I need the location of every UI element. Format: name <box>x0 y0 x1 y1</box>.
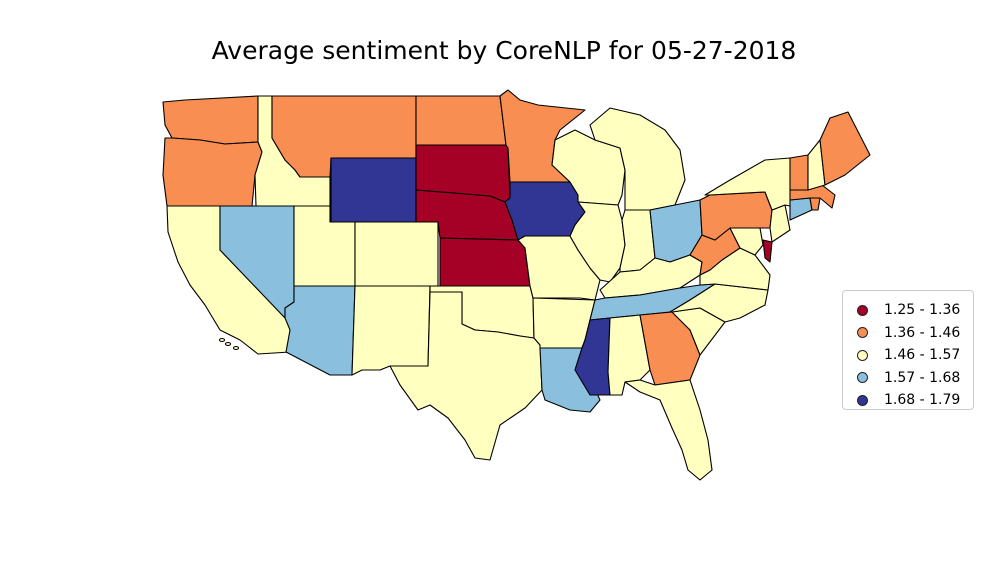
legend-label: 1.36 - 1.46 <box>884 324 961 341</box>
legend-swatch <box>857 349 868 361</box>
legend-label: 1.25 - 1.36 <box>884 302 961 319</box>
legend: 1.25 - 1.36 1.36 - 1.46 1.46 - 1.57 1.57… <box>842 290 974 410</box>
state-north-dakota <box>415 95 507 146</box>
legend-swatch <box>857 327 868 339</box>
legend-label: 1.46 - 1.57 <box>884 347 961 364</box>
state-washington <box>162 95 259 145</box>
legend-swatch <box>857 304 868 316</box>
legend-item: 1.68 - 1.79 <box>843 389 973 412</box>
chart-title: Average sentiment by CoreNLP for 05-27-2… <box>211 36 797 65</box>
state-maine <box>819 111 871 186</box>
state-wyoming <box>330 157 417 223</box>
state-vermont <box>789 154 809 191</box>
state-colorado <box>354 221 439 287</box>
state-connecticut <box>789 197 813 221</box>
legend-swatch <box>857 394 868 406</box>
legend-label: 1.68 - 1.79 <box>884 392 961 409</box>
legend-item: 1.57 - 1.68 <box>843 367 973 390</box>
state-kansas <box>439 237 531 287</box>
state-texas <box>389 291 543 461</box>
legend-swatch <box>857 372 868 384</box>
state-new-jersey <box>769 204 791 243</box>
legend-item: 1.36 - 1.46 <box>843 322 973 345</box>
island-shape <box>232 345 240 351</box>
state-new-mexico <box>351 285 431 376</box>
state-delaware <box>762 239 773 263</box>
state-oregon <box>162 137 263 207</box>
state-wisconsin <box>551 129 626 206</box>
state-rhode-island <box>809 197 821 211</box>
state-missouri <box>517 235 601 301</box>
state-arizona <box>284 285 356 376</box>
legend-label: 1.57 - 1.68 <box>884 369 961 386</box>
island-shape <box>218 337 226 343</box>
legend-item: 1.46 - 1.57 <box>843 344 973 367</box>
island-shape <box>224 341 232 347</box>
state-massachusetts <box>789 184 836 209</box>
state-florida <box>624 379 713 481</box>
legend-item: 1.25 - 1.36 <box>843 299 973 322</box>
